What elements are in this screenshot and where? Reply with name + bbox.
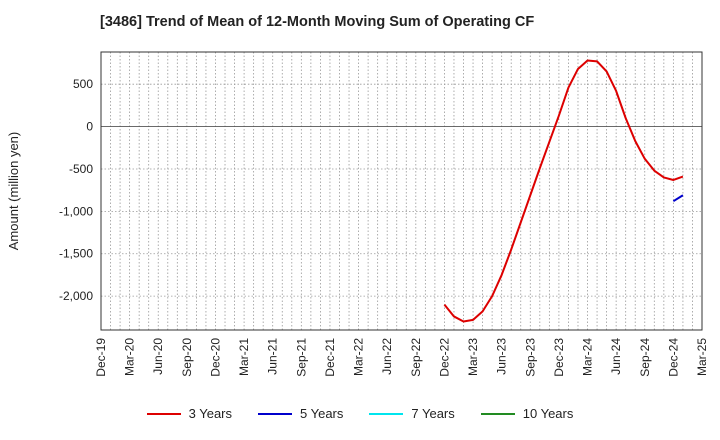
y-tick-label: 0 bbox=[86, 120, 93, 134]
y-tick-label: -2,000 bbox=[59, 289, 93, 303]
x-tick-label: Mar-24 bbox=[581, 338, 595, 376]
legend-swatch bbox=[480, 412, 515, 415]
x-tick-label: Sep-21 bbox=[294, 338, 308, 377]
legend-label: 3 Years bbox=[188, 406, 232, 421]
legend-label: 10 Years bbox=[522, 406, 574, 421]
legend-swatch bbox=[146, 412, 181, 415]
series-lines bbox=[443, 59, 684, 323]
y-tick-label: -500 bbox=[69, 162, 93, 176]
plot-frame bbox=[100, 51, 703, 331]
x-tick-label: Mar-25 bbox=[695, 338, 709, 376]
x-tick-label: Mar-21 bbox=[237, 338, 251, 376]
y-axis-label: Amount (million yen) bbox=[6, 132, 21, 251]
chart-title: [3486] Trend of Mean of 12-Month Moving … bbox=[100, 14, 535, 30]
x-tick-label: Jun-21 bbox=[266, 338, 280, 375]
x-tick-label: Dec-24 bbox=[666, 338, 680, 377]
y-tick-labels: 500 0 -500 -1,000 -1,500 -2,000 bbox=[59, 77, 93, 303]
x-tick-label: Mar-20 bbox=[123, 338, 137, 376]
x-tick-label: Sep-22 bbox=[409, 338, 423, 377]
x-tick-label: Jun-24 bbox=[609, 338, 623, 375]
legend-item: 7 Years bbox=[369, 406, 455, 421]
x-tick-label: Sep-24 bbox=[638, 338, 652, 377]
grid bbox=[101, 52, 702, 330]
x-tick-labels: Dec-19 Mar-20 Jun-20 Sep-20 Dec-20 Mar-21 Jun-… bbox=[94, 338, 709, 377]
legend-swatch bbox=[369, 412, 404, 415]
x-tick-label: Sep-20 bbox=[180, 338, 194, 377]
legend: 3 Years 5 Years 7 Years 10 Years bbox=[0, 406, 720, 421]
legend-item: 3 Years bbox=[146, 406, 232, 421]
x-tick-label: Dec-23 bbox=[552, 338, 566, 377]
legend-label: 7 Years bbox=[411, 406, 455, 421]
series-line-3-years bbox=[443, 59, 684, 323]
x-tick-label: Dec-19 bbox=[94, 338, 108, 377]
x-tick-label: Dec-21 bbox=[323, 338, 337, 377]
y-tick-label: 500 bbox=[73, 77, 93, 91]
x-tick-label: Jun-23 bbox=[495, 338, 509, 375]
series-line-5-years bbox=[672, 194, 684, 203]
x-tick-label: Mar-22 bbox=[352, 338, 366, 376]
y-tick-label: -1,000 bbox=[59, 204, 93, 218]
y-tick-label: -1,500 bbox=[59, 247, 93, 261]
x-tick-label: Jun-20 bbox=[151, 338, 165, 375]
legend-item: 5 Years bbox=[258, 406, 343, 421]
legend-item: 10 Years bbox=[480, 406, 574, 421]
x-tick-label: Dec-20 bbox=[208, 338, 222, 377]
legend-label: 5 Years bbox=[300, 406, 344, 421]
x-tick-label: Jun-22 bbox=[380, 338, 394, 375]
x-tick-label: Mar-23 bbox=[466, 338, 480, 376]
x-tick-label: Sep-23 bbox=[523, 338, 537, 377]
legend-swatch bbox=[258, 412, 292, 415]
x-tick-label: Dec-22 bbox=[437, 338, 451, 377]
